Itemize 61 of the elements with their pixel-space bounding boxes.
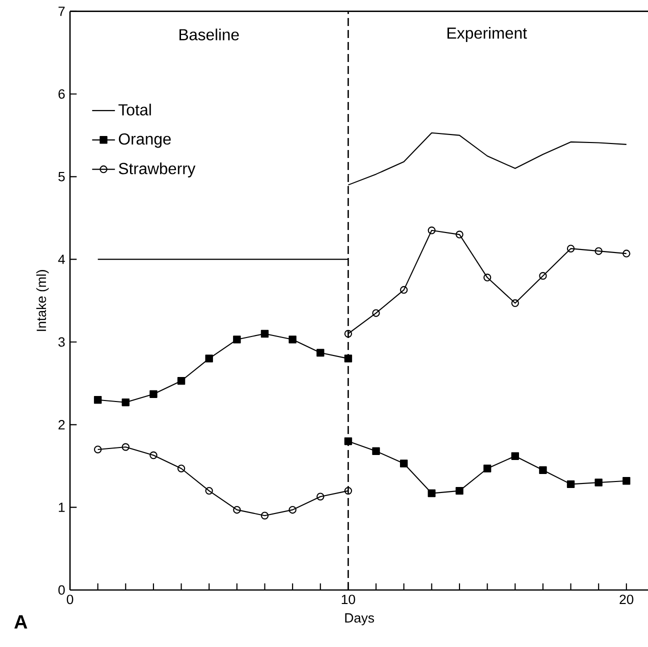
point <box>511 299 520 307</box>
point <box>483 273 492 282</box>
y-tick-label: 0 <box>58 585 65 595</box>
point <box>400 459 408 468</box>
point <box>622 476 630 485</box>
point <box>344 330 352 338</box>
point <box>344 486 352 495</box>
point <box>344 354 352 362</box>
point <box>622 250 630 258</box>
point <box>428 489 436 497</box>
point <box>372 447 380 455</box>
point <box>150 451 158 459</box>
legend-label: Total <box>118 104 151 116</box>
point <box>539 272 547 280</box>
point <box>566 244 575 252</box>
point <box>483 464 492 472</box>
point <box>316 492 324 500</box>
legend-label: Strawberry <box>118 162 196 178</box>
y-tick-label: 6 <box>58 89 65 99</box>
point <box>122 398 130 406</box>
point <box>150 390 158 398</box>
y-tick-label: 5 <box>58 172 65 182</box>
point <box>122 442 130 451</box>
x-axis-title: Days <box>345 613 374 626</box>
point <box>205 486 213 495</box>
point <box>372 309 380 317</box>
point <box>260 330 269 338</box>
x-tick-label: 20 <box>620 594 634 604</box>
point <box>456 486 464 495</box>
point <box>233 335 241 344</box>
point <box>260 512 269 520</box>
y-tick-label: 1 <box>58 502 65 512</box>
point <box>456 230 464 238</box>
annotation: Baseline <box>180 28 239 40</box>
point <box>511 452 520 460</box>
text: A <box>14 615 28 628</box>
y-tick-label: 4 <box>58 254 65 264</box>
y-tick-label: 2 <box>58 420 65 430</box>
point <box>400 286 408 294</box>
point <box>344 437 352 445</box>
x-tick-label: 10 <box>342 594 356 604</box>
x-tick-label: 0 <box>66 594 74 604</box>
point <box>566 480 575 488</box>
point <box>539 466 547 474</box>
point <box>94 445 102 454</box>
legend-label: Orange <box>118 133 171 148</box>
point <box>288 335 296 344</box>
y-tick-label: 7 <box>58 6 65 16</box>
point <box>594 247 602 255</box>
point <box>205 354 213 362</box>
annotation: Experiment <box>448 26 527 42</box>
point <box>594 478 602 486</box>
point <box>94 396 102 404</box>
point <box>233 506 241 514</box>
point <box>428 226 436 234</box>
point <box>316 348 324 356</box>
y-axis-title: Intake (ml) <box>36 270 49 331</box>
point <box>288 506 296 514</box>
point <box>177 464 186 472</box>
y-tick-label: 3 <box>58 337 65 347</box>
point <box>177 376 186 385</box>
